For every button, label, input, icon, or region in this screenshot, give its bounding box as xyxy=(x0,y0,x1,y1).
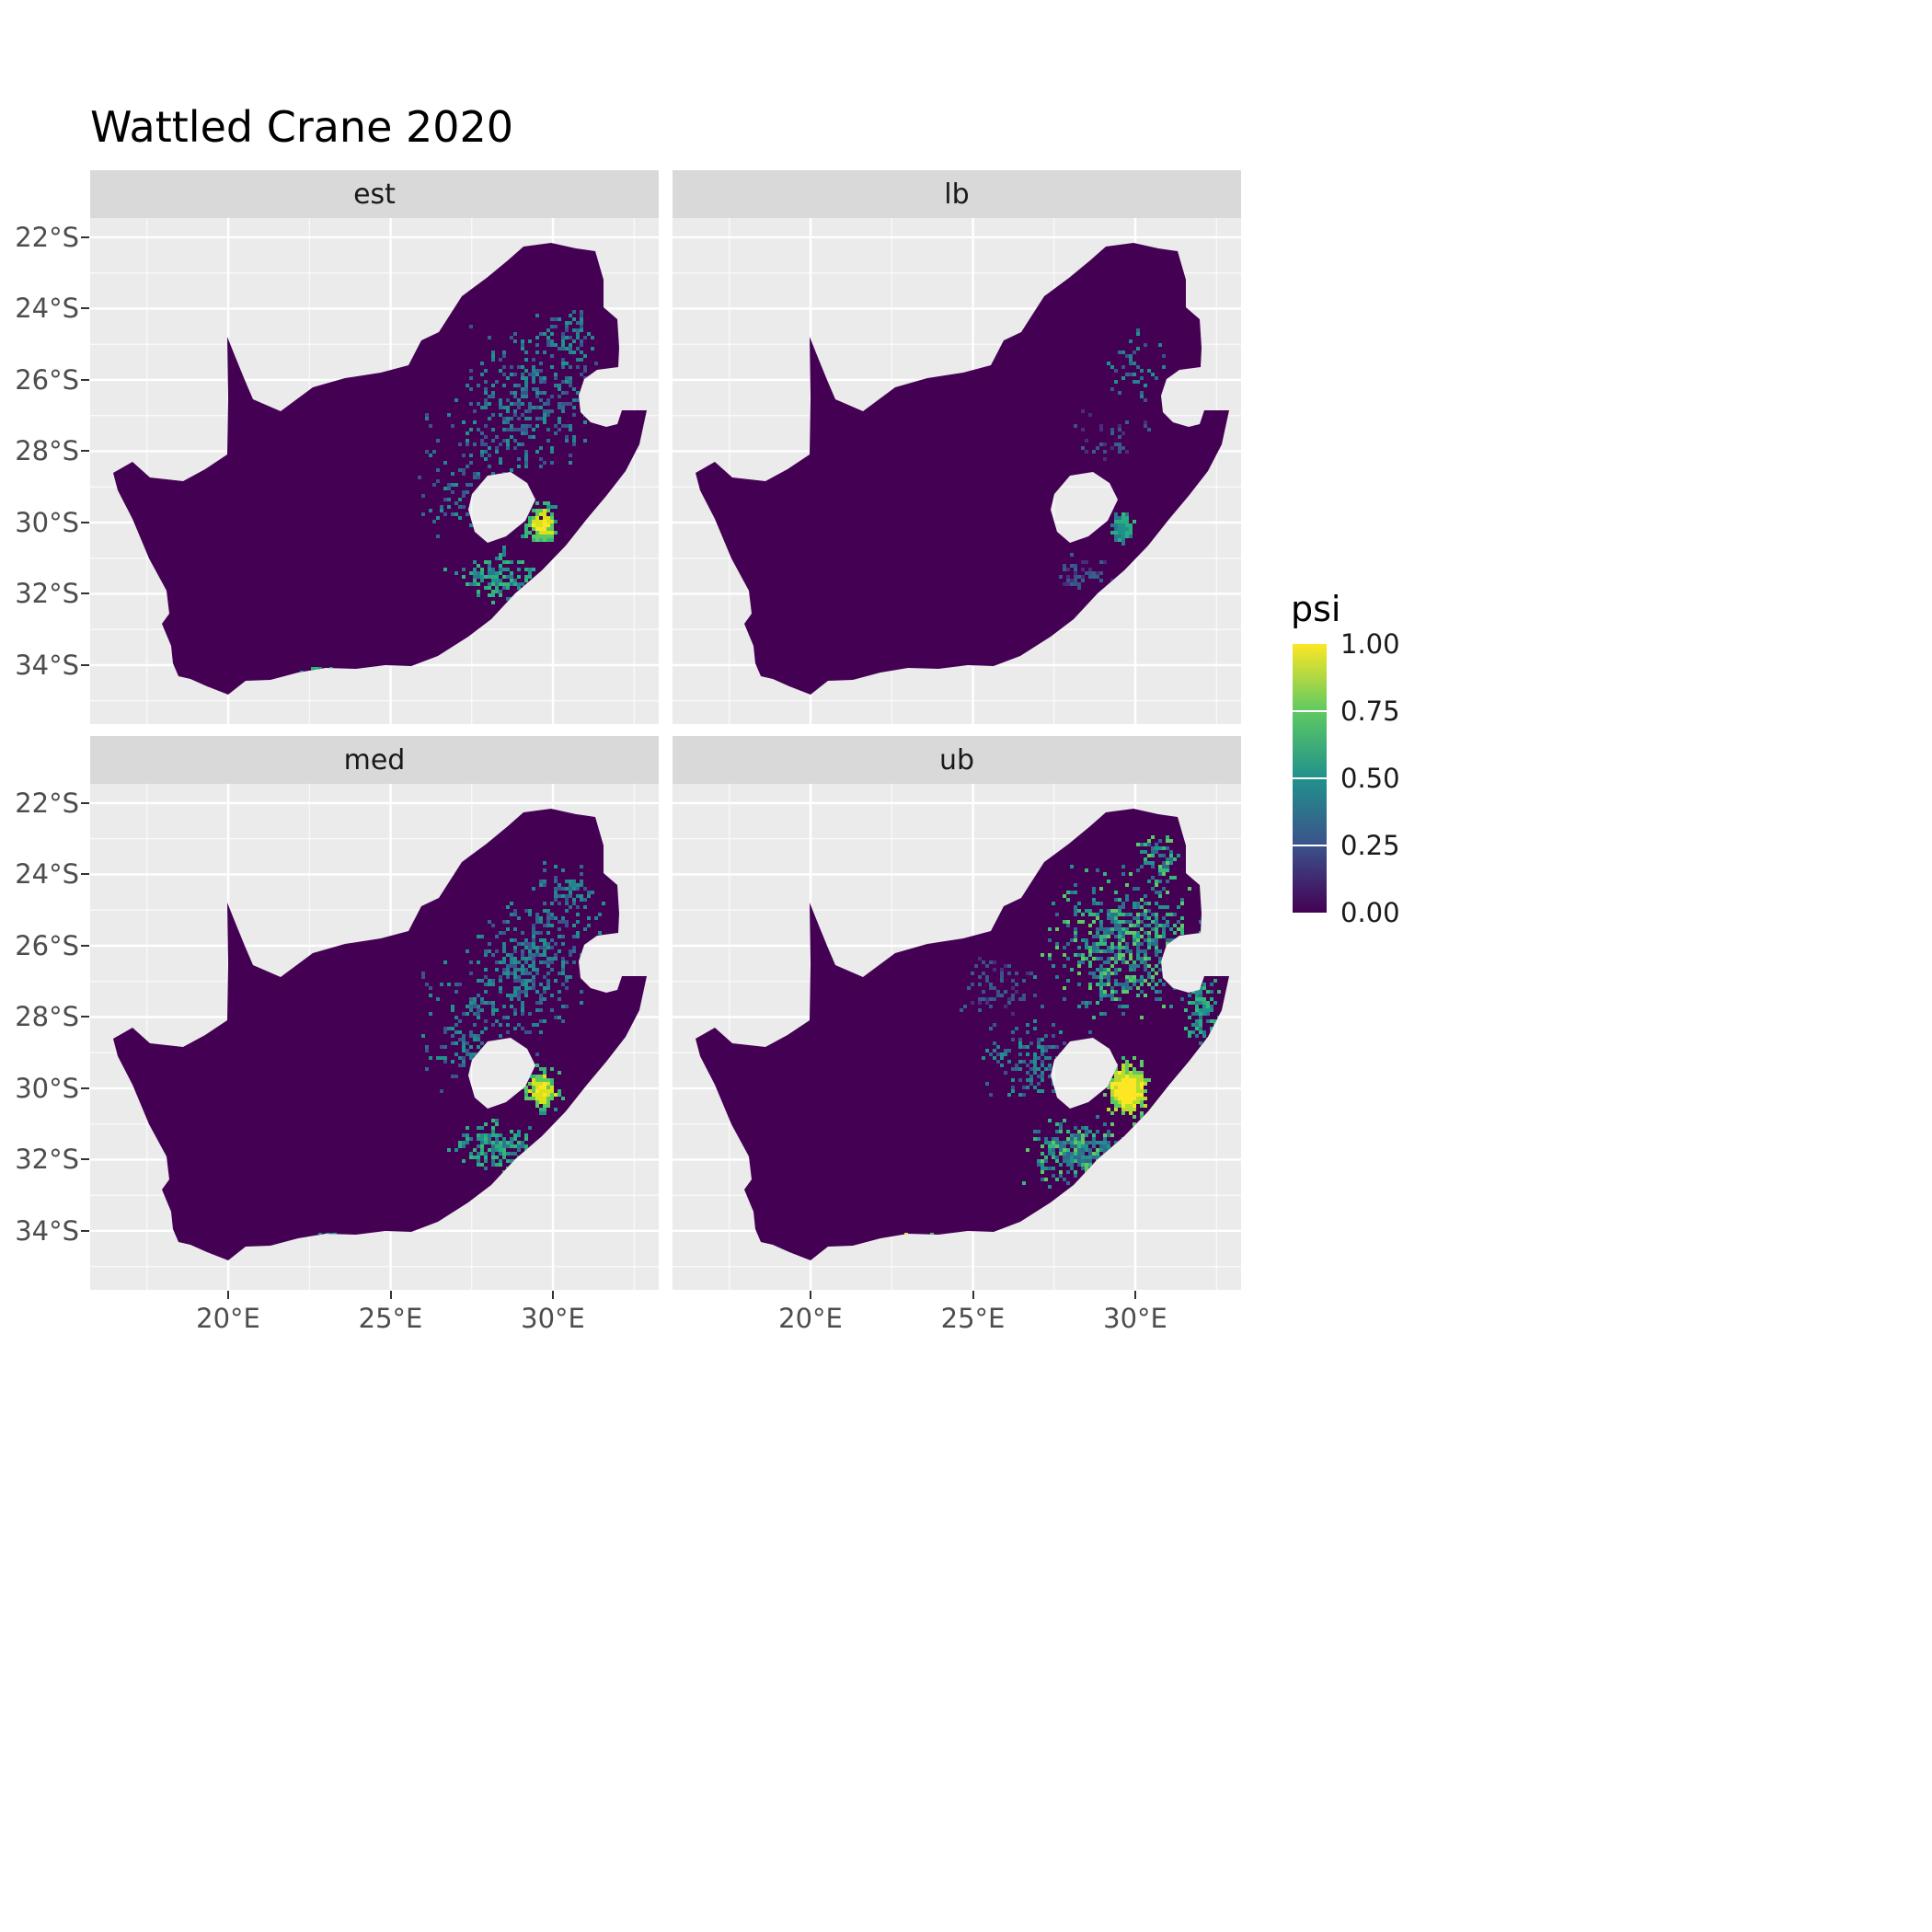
map-panel-med xyxy=(90,784,659,1290)
y-tick-label: 30°S xyxy=(15,506,79,538)
legend-colorbar-tick xyxy=(1293,845,1327,846)
y-tick-label: 32°S xyxy=(15,578,79,610)
y-tick-mark xyxy=(81,236,89,238)
south-africa-map-med xyxy=(90,784,659,1290)
x-tick-label: 20°E xyxy=(196,1303,260,1334)
legend-tick-label: 0.00 xyxy=(1340,897,1400,928)
y-tick-label: 32°S xyxy=(15,1144,79,1176)
y-tick-mark xyxy=(81,307,89,310)
y-tick-label: 28°S xyxy=(15,1001,79,1033)
y-tick-mark xyxy=(81,801,89,804)
plot-title: Wattled Crane 2020 xyxy=(90,102,514,152)
y-tick-mark xyxy=(81,663,89,666)
facet-strip-label-ub: ub xyxy=(938,743,975,776)
y-tick-mark xyxy=(81,1087,89,1089)
legend-tick-label: 0.50 xyxy=(1340,763,1400,794)
facet-strip-lb: lb xyxy=(673,170,1241,218)
y-tick-mark xyxy=(81,592,89,595)
legend-colorbar-tick xyxy=(1293,777,1327,779)
y-tick-mark xyxy=(81,1158,89,1161)
x-tick-label: 30°E xyxy=(521,1303,585,1334)
x-tick-label: 20°E xyxy=(778,1303,843,1334)
x-tick-mark xyxy=(227,1291,230,1299)
south-africa-map-lb xyxy=(673,218,1241,724)
facet-strip-ub: ub xyxy=(673,736,1241,784)
facet-strip-label-est: est xyxy=(353,178,396,211)
y-tick-label: 34°S xyxy=(15,1214,79,1247)
map-panel-ub xyxy=(673,784,1241,1290)
facet-strip-med: med xyxy=(90,736,659,784)
legend-tick-label: 0.75 xyxy=(1340,696,1400,727)
x-tick-label: 30°E xyxy=(1103,1303,1167,1334)
legend-colorbar-tick xyxy=(1293,710,1327,712)
y-tick-label: 24°S xyxy=(15,858,79,891)
legend-tick-label: 0.25 xyxy=(1340,830,1400,861)
y-tick-mark xyxy=(81,450,89,453)
y-tick-label: 34°S xyxy=(15,649,79,681)
x-tick-mark xyxy=(810,1291,812,1299)
y-tick-label: 22°S xyxy=(15,221,79,253)
facet-strip-est: est xyxy=(90,170,659,218)
y-tick-label: 24°S xyxy=(15,293,79,325)
x-tick-mark xyxy=(1134,1291,1137,1299)
y-tick-label: 28°S xyxy=(15,435,79,467)
y-tick-mark xyxy=(81,944,89,947)
y-tick-mark xyxy=(81,873,89,876)
x-tick-label: 25°E xyxy=(358,1303,423,1334)
y-tick-label: 26°S xyxy=(15,929,79,961)
y-tick-mark xyxy=(81,378,89,381)
y-tick-label: 30°S xyxy=(15,1072,79,1104)
map-panel-lb xyxy=(673,218,1241,724)
facet-strip-label-lb: lb xyxy=(944,178,970,211)
x-tick-label: 25°E xyxy=(940,1303,1006,1334)
legend-tick-label: 1.00 xyxy=(1340,628,1400,660)
y-tick-mark xyxy=(81,1229,89,1232)
south-africa-map-ub xyxy=(673,784,1241,1290)
y-tick-mark xyxy=(81,521,89,523)
south-africa-map-est xyxy=(90,218,659,724)
x-tick-mark xyxy=(552,1291,555,1299)
y-tick-label: 26°S xyxy=(15,363,79,396)
map-panel-est xyxy=(90,218,659,724)
x-tick-mark xyxy=(972,1291,974,1299)
facet-strip-label-med: med xyxy=(343,743,406,776)
x-tick-mark xyxy=(389,1291,392,1299)
y-tick-label: 22°S xyxy=(15,787,79,819)
legend-title: psi xyxy=(1291,589,1341,629)
y-tick-mark xyxy=(81,1016,89,1018)
